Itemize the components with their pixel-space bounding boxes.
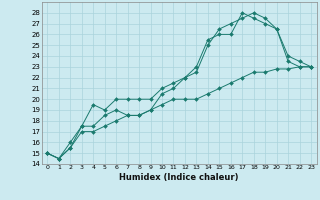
X-axis label: Humidex (Indice chaleur): Humidex (Indice chaleur) [119,173,239,182]
